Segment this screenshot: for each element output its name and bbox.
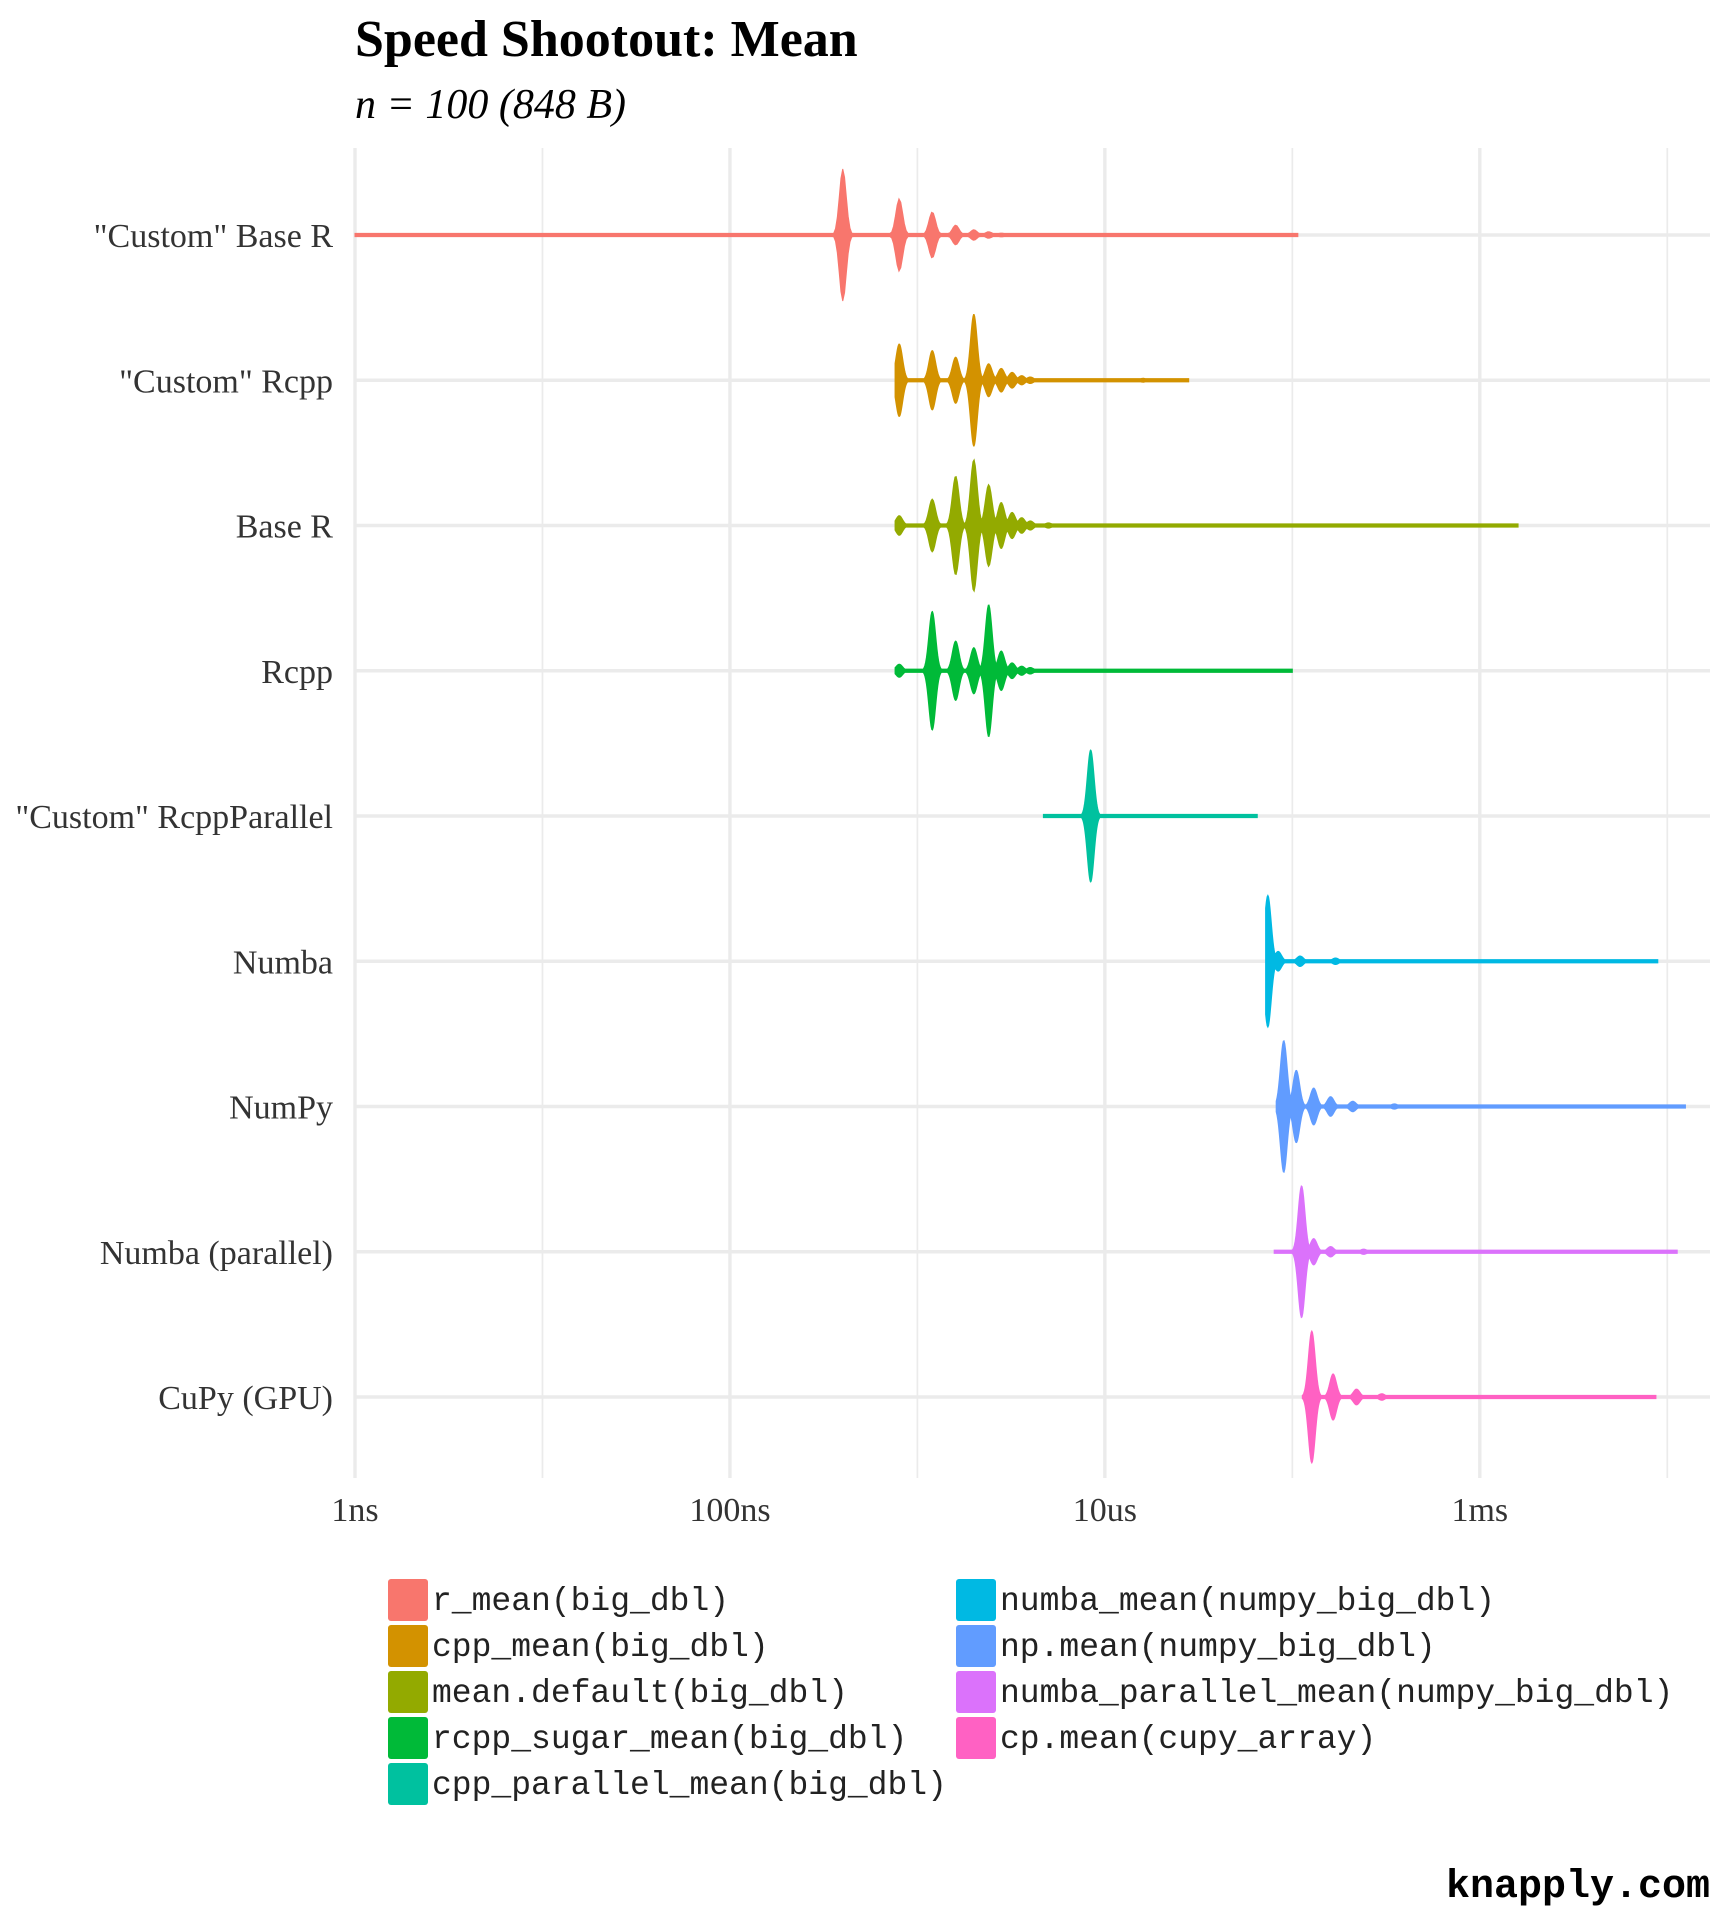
violin-mean-default-big-dbl-	[894, 458, 1519, 593]
y-axis-labels: "Custom" Base R "Custom" Rcpp Base R Rcpp "C…	[15, 218, 333, 1417]
chart-subtitle: n = 100 (848 B)	[355, 82, 626, 128]
legend-label: r_mean(big_dbl)	[432, 1583, 729, 1620]
y-tick-label: Base R	[236, 509, 334, 546]
legend-swatch	[388, 1625, 428, 1667]
legend-swatch	[388, 1763, 428, 1805]
x-tick-label: 100ns	[689, 1492, 770, 1529]
violins	[354, 168, 1686, 1465]
violin-numba-parallel-mean-numpy-big-dbl-	[1273, 1185, 1678, 1319]
legend-swatch	[956, 1671, 996, 1713]
grid	[353, 148, 1710, 1478]
legend-swatch	[388, 1717, 428, 1759]
x-tick-label: 1ms	[1451, 1492, 1508, 1529]
y-tick-label: "Custom" Base R	[94, 218, 334, 255]
y-tick-label: "Custom" RcppParallel	[15, 799, 333, 836]
x-tick-label: 10us	[1073, 1492, 1137, 1529]
violin-r-mean-big-dbl-	[354, 168, 1299, 302]
x-tick-label: 1ns	[331, 1492, 378, 1529]
legend: r_mean(big_dbl) cpp_mean(big_dbl) mean.def…	[388, 1579, 1673, 1805]
legend-swatch	[956, 1717, 996, 1759]
y-tick-label: Numba (parallel)	[100, 1235, 333, 1272]
violin-numba-mean-numpy-big-dbl-	[1265, 894, 1659, 1029]
legend-label: cp.mean(cupy_array)	[1000, 1721, 1376, 1758]
y-tick-label: CuPy (GPU)	[158, 1380, 333, 1417]
legend-label: np.mean(numpy_big_dbl)	[1000, 1629, 1436, 1666]
legend-swatch	[956, 1625, 996, 1667]
violin-cpp-parallel-mean-big-dbl-	[1042, 749, 1258, 883]
violin-cpp-mean-big-dbl-	[894, 313, 1190, 447]
y-tick-label: NumPy	[229, 1090, 333, 1127]
violin-rcpp-sugar-mean-big-dbl-	[894, 604, 1293, 737]
y-tick-label: Numba	[233, 944, 333, 981]
y-tick-label: "Custom" Rcpp	[119, 363, 333, 400]
legend-swatch	[956, 1579, 996, 1621]
legend-label: mean.default(big_dbl)	[432, 1675, 848, 1712]
legend-label: numba_parallel_mean(numpy_big_dbl)	[1000, 1675, 1673, 1712]
legend-label: numba_mean(numpy_big_dbl)	[1000, 1583, 1495, 1620]
legend-label: cpp_mean(big_dbl)	[432, 1629, 769, 1666]
legend-swatch	[388, 1579, 428, 1621]
chart-title: Speed Shootout: Mean	[355, 11, 858, 68]
violin-np-mean-numpy-big-dbl-	[1275, 1039, 1686, 1174]
legend-swatch	[388, 1671, 428, 1713]
footer-credit: knapply.com	[1446, 1865, 1710, 1910]
x-axis-labels: 1ns 100ns 10us 1ms	[331, 1492, 1508, 1529]
y-tick-label: Rcpp	[261, 654, 333, 691]
legend-label: cpp_parallel_mean(big_dbl)	[432, 1767, 947, 1804]
legend-label: rcpp_sugar_mean(big_dbl)	[432, 1721, 907, 1758]
violin-cp-mean-cupy-array-	[1301, 1329, 1657, 1465]
